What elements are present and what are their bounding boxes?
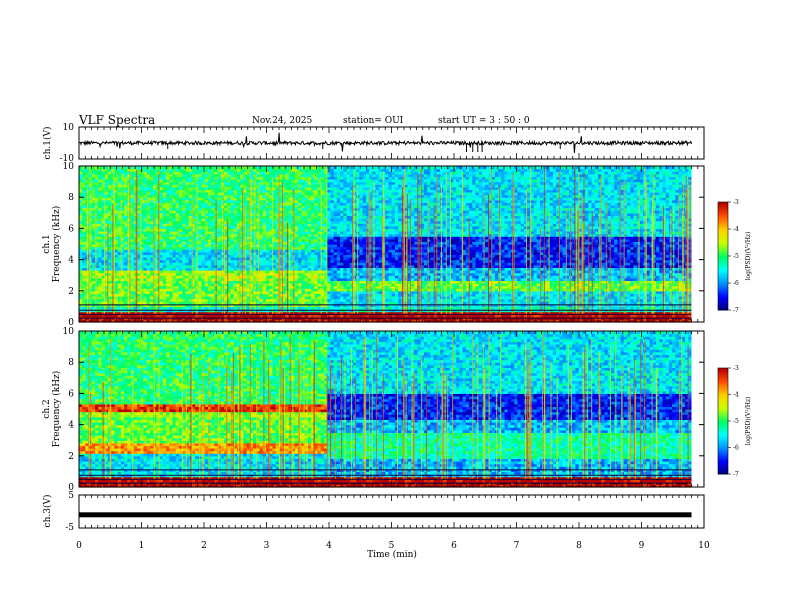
start-time-label: start UT = 3 : 50 : 0: [438, 116, 530, 126]
station-label: station= OUI: [343, 116, 404, 126]
ch1-spectrogram-heatmap: [79, 166, 704, 323]
ch1-ytick-top: 10: [63, 123, 75, 133]
ch1-waveform-ylabel: ch.1(V): [42, 127, 53, 160]
chart-title: VLF Spectra: [78, 113, 155, 127]
date-label: Nov.24, 2025: [252, 116, 313, 126]
